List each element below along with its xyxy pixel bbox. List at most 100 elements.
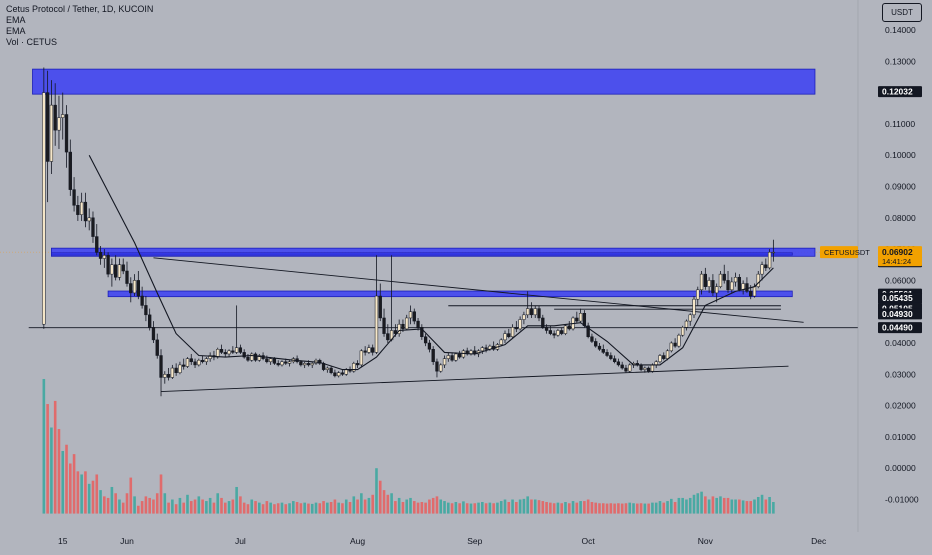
volume-bar	[420, 502, 424, 514]
volume-bar	[617, 503, 620, 514]
volume-bar	[541, 501, 545, 514]
volume-bar	[556, 502, 560, 514]
candle-body	[148, 314, 152, 328]
candle-body	[49, 104, 54, 162]
volume-bar	[121, 502, 125, 514]
volume-bar	[560, 503, 563, 514]
volume-bar	[242, 502, 246, 514]
volume-bar	[356, 499, 359, 514]
volume-bar	[288, 503, 291, 514]
volume-bar	[651, 502, 654, 514]
y-tick-label: 0.14000	[885, 25, 916, 35]
candle-body	[601, 349, 605, 353]
chart-legend: Cetus Protocol / Tether, 1D, KUCOIN EMA …	[6, 4, 153, 48]
candle-body	[299, 361, 303, 366]
price-label-box	[878, 86, 922, 98]
price-label-text: 0.05435	[882, 293, 913, 303]
candle-body	[454, 353, 458, 361]
currency-button[interactable]: USDT	[882, 3, 922, 22]
volume-bar	[518, 499, 522, 514]
volume-bar	[450, 503, 454, 514]
volume-bar	[326, 502, 329, 514]
candle-body	[737, 277, 742, 291]
volume-bar	[753, 499, 756, 514]
candle-body	[132, 280, 137, 294]
price-label-text: 0.04930	[882, 309, 913, 319]
candle-body	[560, 330, 564, 334]
candle-body	[352, 363, 356, 372]
candle-body	[91, 217, 95, 237]
candle-body	[272, 358, 277, 364]
candle-body	[253, 353, 258, 361]
candle-body	[703, 273, 707, 287]
volume-bar	[348, 502, 352, 514]
candle-body	[643, 367, 647, 370]
candle-body	[707, 280, 711, 287]
volume-bar	[299, 503, 303, 514]
resistance-zone	[51, 252, 793, 256]
volume-bar	[545, 502, 548, 514]
volume-bar	[435, 496, 439, 514]
candle-body	[340, 372, 345, 375]
volume-bar	[601, 503, 605, 514]
volume-bar	[239, 496, 242, 514]
candle-body	[435, 361, 439, 372]
volume-bar	[605, 503, 609, 514]
volume-bar	[741, 500, 745, 514]
volume-bar	[704, 496, 707, 514]
volume-bar	[197, 496, 201, 514]
volume-bar	[647, 503, 650, 514]
volume-bar	[129, 477, 133, 514]
x-tick-label: Oct	[582, 536, 596, 546]
volume-bar	[726, 497, 730, 514]
candle-body	[303, 363, 307, 366]
volume-bar	[477, 502, 480, 514]
volume-bar	[628, 502, 632, 514]
volume-bar	[738, 499, 741, 514]
candle-body	[544, 327, 549, 331]
candle-body	[337, 372, 341, 377]
candle-body	[541, 317, 545, 328]
volume-bar	[227, 501, 231, 514]
candle-body	[363, 350, 367, 353]
candle-body	[616, 361, 621, 366]
volume-bar	[511, 499, 514, 514]
candle-body	[117, 264, 122, 278]
candle-body	[624, 367, 628, 372]
y-tick-label: 0.08000	[885, 213, 916, 223]
volume-bar	[760, 494, 764, 514]
volume-bar	[401, 502, 405, 514]
y-tick-label: 0.11000	[885, 119, 915, 129]
volume-bar	[171, 499, 174, 514]
volume-bar	[84, 471, 87, 514]
y-tick-label: 0.01000	[885, 432, 916, 442]
candle-body	[650, 364, 655, 372]
volume-bar	[378, 480, 382, 514]
candle-body	[325, 367, 329, 370]
volume-bar	[360, 493, 363, 514]
candle-body	[257, 355, 261, 361]
candle-body	[514, 327, 518, 330]
volume-bar	[375, 468, 378, 514]
candle-body	[529, 308, 534, 316]
y-tick-label: 0.02000	[885, 401, 916, 411]
volume-bar	[363, 499, 367, 514]
volume-bar	[265, 501, 269, 514]
candle-body	[745, 283, 749, 292]
volume-bar	[307, 503, 310, 514]
volume-bar	[155, 493, 159, 514]
ema-line	[88, 154, 774, 371]
volume-bar	[182, 502, 185, 514]
candle-body	[771, 251, 776, 254]
candle-body	[605, 352, 609, 356]
y-tick-label: 0.10000	[885, 150, 916, 160]
volume-bar	[620, 503, 624, 514]
current-price-box	[878, 246, 922, 267]
volume-bar	[261, 504, 265, 514]
x-tick-label: 15	[58, 536, 68, 546]
candle-body	[276, 363, 280, 366]
candle-body	[178, 364, 182, 373]
candle-body	[87, 217, 91, 222]
